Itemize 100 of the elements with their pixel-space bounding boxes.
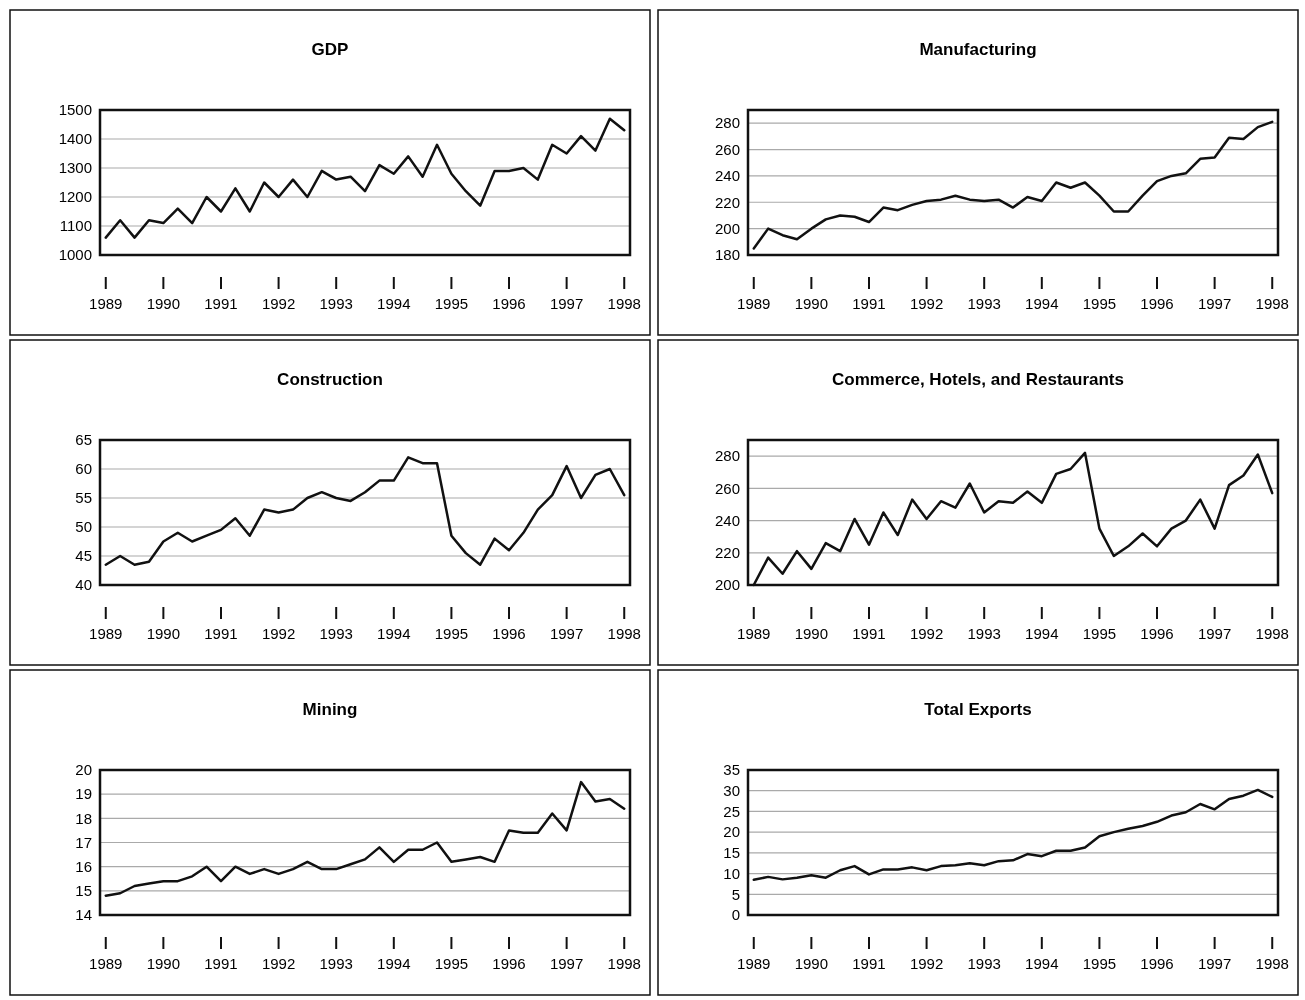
x-tick-label: 1994 xyxy=(1025,955,1059,972)
x-tick-label: 1989 xyxy=(737,955,771,972)
x-tick-label: 1992 xyxy=(261,625,296,642)
x-tick-label: 1996 xyxy=(1140,955,1174,972)
x-tick-label: 1989 xyxy=(89,955,123,972)
x-tick-label: 1992 xyxy=(909,955,944,972)
x-tick-label: 1996 xyxy=(492,955,526,972)
y-tick-label: 20 xyxy=(723,823,740,841)
x-tick-label: 1993 xyxy=(967,295,1001,312)
x-tick-label: 1991 xyxy=(204,625,238,642)
x-tick-label: 1993 xyxy=(319,955,353,972)
x-tick-label: 1989 xyxy=(89,295,123,312)
x-tick-label: 1995 xyxy=(1082,625,1117,642)
y-tick-label: 200 xyxy=(714,576,740,594)
chart-title: Manufacturing xyxy=(919,40,1037,59)
x-tick-label: 1991 xyxy=(852,295,886,312)
x-tick-label: 1992 xyxy=(909,625,944,642)
x-tick-label: 1991 xyxy=(852,955,886,972)
x-tick-label: 1997 xyxy=(549,955,584,972)
y-tick-label: 1300 xyxy=(58,159,92,177)
x-tick-label: 1998 xyxy=(1255,955,1289,972)
y-tick-label: 40 xyxy=(75,576,92,594)
x-tick-label: 1998 xyxy=(607,295,641,312)
x-tick-label: 1996 xyxy=(1140,625,1174,642)
y-tick-label: 25 xyxy=(723,802,740,820)
y-tick-label: 10 xyxy=(723,864,740,882)
line-series xyxy=(104,117,626,239)
x-tick-label: 1995 xyxy=(1082,955,1117,972)
line-series xyxy=(104,456,626,566)
x-tick-label: 1994 xyxy=(377,955,411,972)
x-tick-label: 1991 xyxy=(204,955,238,972)
y-tick-label: 1000 xyxy=(58,246,92,264)
x-tick-label: 1990 xyxy=(146,955,181,972)
x-tick-label: 1991 xyxy=(852,625,886,642)
x-tick-label: 1996 xyxy=(1140,295,1174,312)
y-tick-label: 1200 xyxy=(58,188,92,206)
y-tick-label: 180 xyxy=(714,246,740,264)
x-tick-label: 1992 xyxy=(261,295,296,312)
chart-title: GDP xyxy=(311,40,349,59)
y-tick-label: 220 xyxy=(714,193,740,211)
x-tick-label: 1992 xyxy=(261,955,296,972)
x-tick-label: 1990 xyxy=(794,955,829,972)
y-tick-label: 240 xyxy=(714,167,740,185)
x-tick-label: 1996 xyxy=(492,295,526,312)
y-tick-label: 260 xyxy=(714,479,740,497)
x-tick-label: 1997 xyxy=(1197,625,1232,642)
y-tick-label: 14 xyxy=(75,906,92,924)
x-tick-label: 1998 xyxy=(607,955,641,972)
y-tick-label: 280 xyxy=(714,114,740,132)
x-tick-label: 1990 xyxy=(794,625,829,642)
x-tick-label: 1989 xyxy=(737,295,771,312)
x-tick-label: 1994 xyxy=(1025,295,1059,312)
y-tick-label: 1400 xyxy=(58,130,92,148)
x-tick-label: 1991 xyxy=(204,295,238,312)
x-tick-label: 1998 xyxy=(1255,295,1289,312)
y-tick-label: 17 xyxy=(75,833,92,851)
y-tick-label: 60 xyxy=(75,460,92,478)
x-tick-label: 1998 xyxy=(607,625,641,642)
x-tick-label: 1994 xyxy=(1025,625,1059,642)
y-tick-label: 18 xyxy=(75,809,92,827)
y-tick-label: 200 xyxy=(714,219,740,237)
x-tick-label: 1990 xyxy=(146,625,181,642)
line-series xyxy=(104,780,626,897)
y-tick-label: 15 xyxy=(75,882,92,900)
y-tick-label: 15 xyxy=(723,844,740,862)
x-tick-label: 1989 xyxy=(737,625,771,642)
x-tick-label: 1995 xyxy=(434,625,469,642)
x-tick-label: 1994 xyxy=(377,625,411,642)
x-tick-label: 1992 xyxy=(909,295,944,312)
x-tick-label: 1997 xyxy=(1197,955,1232,972)
x-tick-label: 1997 xyxy=(549,625,584,642)
chart-title: Commerce, Hotels, and Restaurants xyxy=(832,370,1124,389)
x-tick-label: 1994 xyxy=(377,295,411,312)
y-tick-label: 45 xyxy=(75,547,92,565)
y-tick-label: 280 xyxy=(714,447,740,465)
x-tick-label: 1990 xyxy=(794,295,829,312)
y-tick-label: 55 xyxy=(75,489,92,507)
y-tick-label: 0 xyxy=(731,906,740,924)
y-tick-label: 1500 xyxy=(58,101,92,119)
x-tick-label: 1993 xyxy=(967,625,1001,642)
y-tick-label: 240 xyxy=(714,511,740,529)
chart-title: Mining xyxy=(302,700,358,719)
y-tick-label: 20 xyxy=(75,761,92,779)
x-tick-label: 1993 xyxy=(319,295,353,312)
y-tick-label: 65 xyxy=(75,431,92,449)
x-tick-label: 1995 xyxy=(434,955,469,972)
x-tick-label: 1996 xyxy=(492,625,526,642)
y-tick-label: 30 xyxy=(723,781,740,799)
x-tick-label: 1993 xyxy=(967,955,1001,972)
y-tick-label: 5 xyxy=(731,885,740,903)
y-tick-label: 19 xyxy=(75,785,92,803)
x-tick-label: 1998 xyxy=(1255,625,1289,642)
x-tick-label: 1993 xyxy=(319,625,353,642)
y-tick-label: 16 xyxy=(75,857,92,875)
x-tick-label: 1997 xyxy=(549,295,584,312)
line-series xyxy=(752,120,1274,250)
x-tick-label: 1997 xyxy=(1197,295,1232,312)
chart-title: Total Exports xyxy=(924,700,1032,719)
x-tick-label: 1989 xyxy=(89,625,123,642)
y-tick-label: 35 xyxy=(723,761,740,779)
